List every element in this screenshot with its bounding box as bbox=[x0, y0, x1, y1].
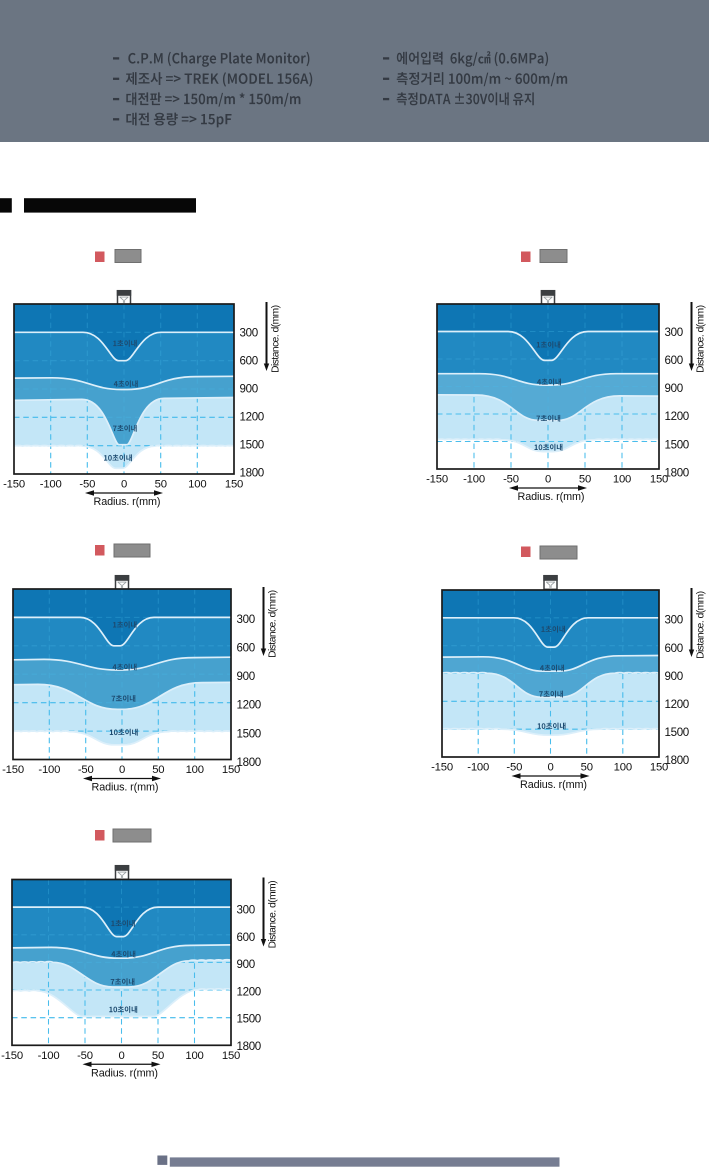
svg-text:-100: -100 bbox=[40, 479, 62, 491]
svg-text:150: 150 bbox=[222, 764, 240, 776]
svg-text:Radius. r(mm): Radius. r(mm) bbox=[518, 491, 585, 503]
svg-text:1800: 1800 bbox=[665, 754, 689, 767]
svg-text:100: 100 bbox=[188, 479, 206, 491]
svg-text:Radius. r(mm): Radius. r(mm) bbox=[520, 779, 587, 791]
svg-text:150: 150 bbox=[225, 479, 243, 491]
svg-text:900: 900 bbox=[665, 382, 683, 395]
svg-text:1500: 1500 bbox=[665, 726, 689, 739]
svg-text:900: 900 bbox=[665, 670, 683, 683]
svg-text:0: 0 bbox=[545, 474, 551, 486]
svg-text:-50: -50 bbox=[79, 479, 95, 491]
svg-text:-150: -150 bbox=[426, 474, 448, 486]
svg-text:-150: -150 bbox=[2, 764, 24, 776]
svg-text:1500: 1500 bbox=[237, 727, 261, 740]
svg-text:-50: -50 bbox=[503, 474, 519, 486]
svg-text:300: 300 bbox=[665, 326, 683, 339]
svg-text:1500: 1500 bbox=[237, 1013, 261, 1026]
svg-text:600: 600 bbox=[665, 354, 683, 367]
svg-text:-150: -150 bbox=[431, 762, 453, 774]
svg-text:-100: -100 bbox=[463, 474, 485, 486]
svg-text:1800: 1800 bbox=[237, 1040, 261, 1053]
svg-text:1800: 1800 bbox=[237, 756, 261, 769]
svg-text:1200: 1200 bbox=[665, 410, 689, 423]
svg-text:0: 0 bbox=[118, 1050, 124, 1062]
svg-text:50: 50 bbox=[579, 474, 591, 486]
svg-text:Distance. d(mm): Distance. d(mm) bbox=[268, 880, 279, 948]
svg-text:-150: -150 bbox=[1, 1050, 23, 1062]
svg-text:50: 50 bbox=[152, 764, 164, 776]
svg-text:Radius. r(mm): Radius. r(mm) bbox=[92, 782, 159, 794]
svg-text:-100: -100 bbox=[467, 762, 489, 774]
svg-text:300: 300 bbox=[240, 327, 258, 340]
svg-text:1200: 1200 bbox=[237, 699, 261, 712]
svg-text:Radius. r(mm): Radius. r(mm) bbox=[91, 1067, 158, 1079]
svg-text:150: 150 bbox=[222, 1050, 240, 1062]
svg-text:1800: 1800 bbox=[240, 466, 264, 479]
svg-text:150: 150 bbox=[650, 474, 668, 486]
svg-text:300: 300 bbox=[665, 614, 683, 627]
svg-text:0: 0 bbox=[547, 762, 553, 774]
svg-text:0: 0 bbox=[119, 764, 125, 776]
svg-text:100: 100 bbox=[614, 762, 632, 774]
svg-text:1200: 1200 bbox=[665, 698, 689, 711]
svg-text:-100: -100 bbox=[38, 764, 60, 776]
svg-text:100: 100 bbox=[613, 474, 631, 486]
svg-text:Distance. d(mm): Distance. d(mm) bbox=[271, 305, 282, 373]
svg-text:1500: 1500 bbox=[665, 438, 689, 451]
svg-text:900: 900 bbox=[237, 670, 255, 683]
svg-text:-150: -150 bbox=[3, 479, 25, 491]
svg-text:300: 300 bbox=[237, 904, 255, 917]
svg-text:0: 0 bbox=[121, 479, 127, 491]
svg-text:600: 600 bbox=[237, 931, 255, 944]
svg-text:1800: 1800 bbox=[665, 466, 689, 479]
svg-text:600: 600 bbox=[237, 642, 255, 655]
svg-text:-50: -50 bbox=[78, 764, 94, 776]
svg-text:-50: -50 bbox=[77, 1050, 93, 1062]
svg-text:-50: -50 bbox=[506, 762, 522, 774]
svg-text:50: 50 bbox=[581, 762, 593, 774]
svg-text:900: 900 bbox=[240, 383, 258, 396]
svg-text:Radius. r(mm): Radius. r(mm) bbox=[94, 496, 161, 508]
svg-text:50: 50 bbox=[155, 479, 167, 491]
svg-text:Distance. d(mm): Distance. d(mm) bbox=[696, 305, 707, 373]
svg-text:50: 50 bbox=[152, 1050, 164, 1062]
svg-text:1500: 1500 bbox=[240, 439, 264, 452]
svg-text:300: 300 bbox=[237, 613, 255, 626]
svg-text:150: 150 bbox=[650, 762, 668, 774]
svg-text:Distance. d(mm): Distance. d(mm) bbox=[696, 591, 707, 659]
svg-text:600: 600 bbox=[665, 642, 683, 655]
svg-text:-100: -100 bbox=[38, 1050, 60, 1062]
svg-text:900: 900 bbox=[237, 958, 255, 971]
svg-text:1200: 1200 bbox=[237, 985, 261, 998]
svg-text:100: 100 bbox=[186, 764, 204, 776]
svg-text:1200: 1200 bbox=[240, 411, 264, 424]
svg-text:100: 100 bbox=[185, 1050, 203, 1062]
svg-text:600: 600 bbox=[240, 355, 258, 368]
svg-text:Distance. d(mm): Distance. d(mm) bbox=[268, 590, 279, 658]
